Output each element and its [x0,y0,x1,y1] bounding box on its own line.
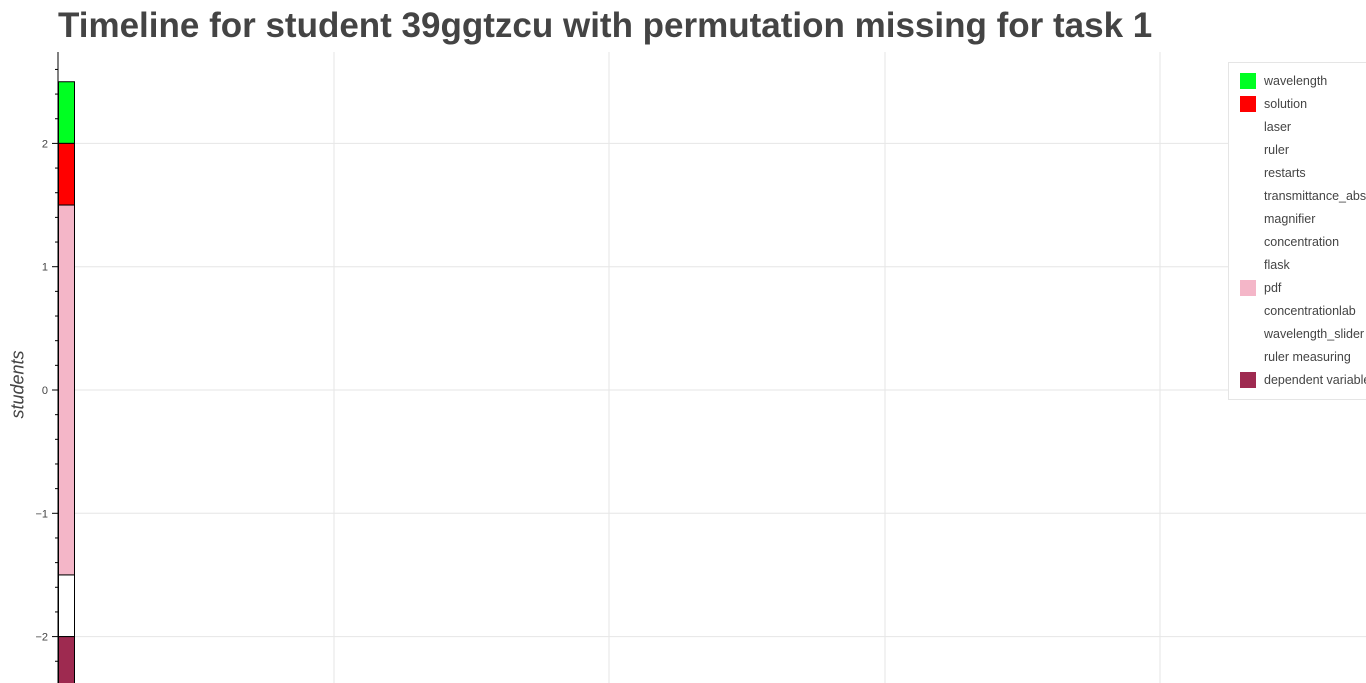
legend-label: transmittance_abs [1264,189,1366,203]
legend: wavelength solution laser ruler restarts tran… [1228,62,1366,400]
legend-swatch [1240,96,1256,112]
chart-title: Timeline for student 39ggtzcu with permu… [58,6,1153,45]
legend-swatch [1240,257,1256,273]
legend-label: ruler [1264,143,1290,157]
legend-swatch [1240,211,1256,227]
legend-label: flask [1264,258,1290,272]
legend-label: laser [1264,120,1292,134]
bar-segment-pdf [58,204,75,576]
y-tick-label-1: 1 [42,262,48,274]
legend-swatch [1240,326,1256,342]
legend-swatch [1240,188,1256,204]
legend-label: solution [1264,97,1308,111]
legend-swatch [1240,280,1256,296]
bar-segment-blank [58,574,75,638]
y-tick-label-3: −1 [35,508,48,520]
legend-label: pdf [1264,281,1282,295]
legend-label: ruler measuring [1264,350,1351,364]
legend-swatch [1240,119,1256,135]
legend-swatch [1240,349,1256,365]
legend-label: dependent variable [1264,373,1366,387]
legend-label: wavelength_slider [1264,327,1365,341]
y-tick-label-4: −2 [35,632,48,644]
y-tick-label-2: 0 [42,385,48,397]
bar-segment-solution [58,142,75,206]
legend-label: restarts [1264,166,1306,180]
bar-segment-dependent-variable [58,636,75,683]
y-tick-label-0: 2 [42,138,48,150]
legend-label: wavelength [1264,74,1328,88]
legend-swatch [1240,142,1256,158]
legend-label: concentrationlab [1264,304,1356,318]
bar-segments [58,81,75,683]
bar-segment-wavelength [58,81,75,144]
y-axis: 2 1 0 −1 −2 [35,52,59,683]
legend-swatch [1240,372,1256,388]
legend-label: magnifier [1264,212,1316,226]
legend-label: concentration [1264,235,1340,249]
legend-swatch [1240,234,1256,250]
legend-swatch [1240,303,1256,319]
grid-lines [58,52,1366,683]
legend-swatch [1240,73,1256,89]
legend-swatch [1240,165,1256,181]
